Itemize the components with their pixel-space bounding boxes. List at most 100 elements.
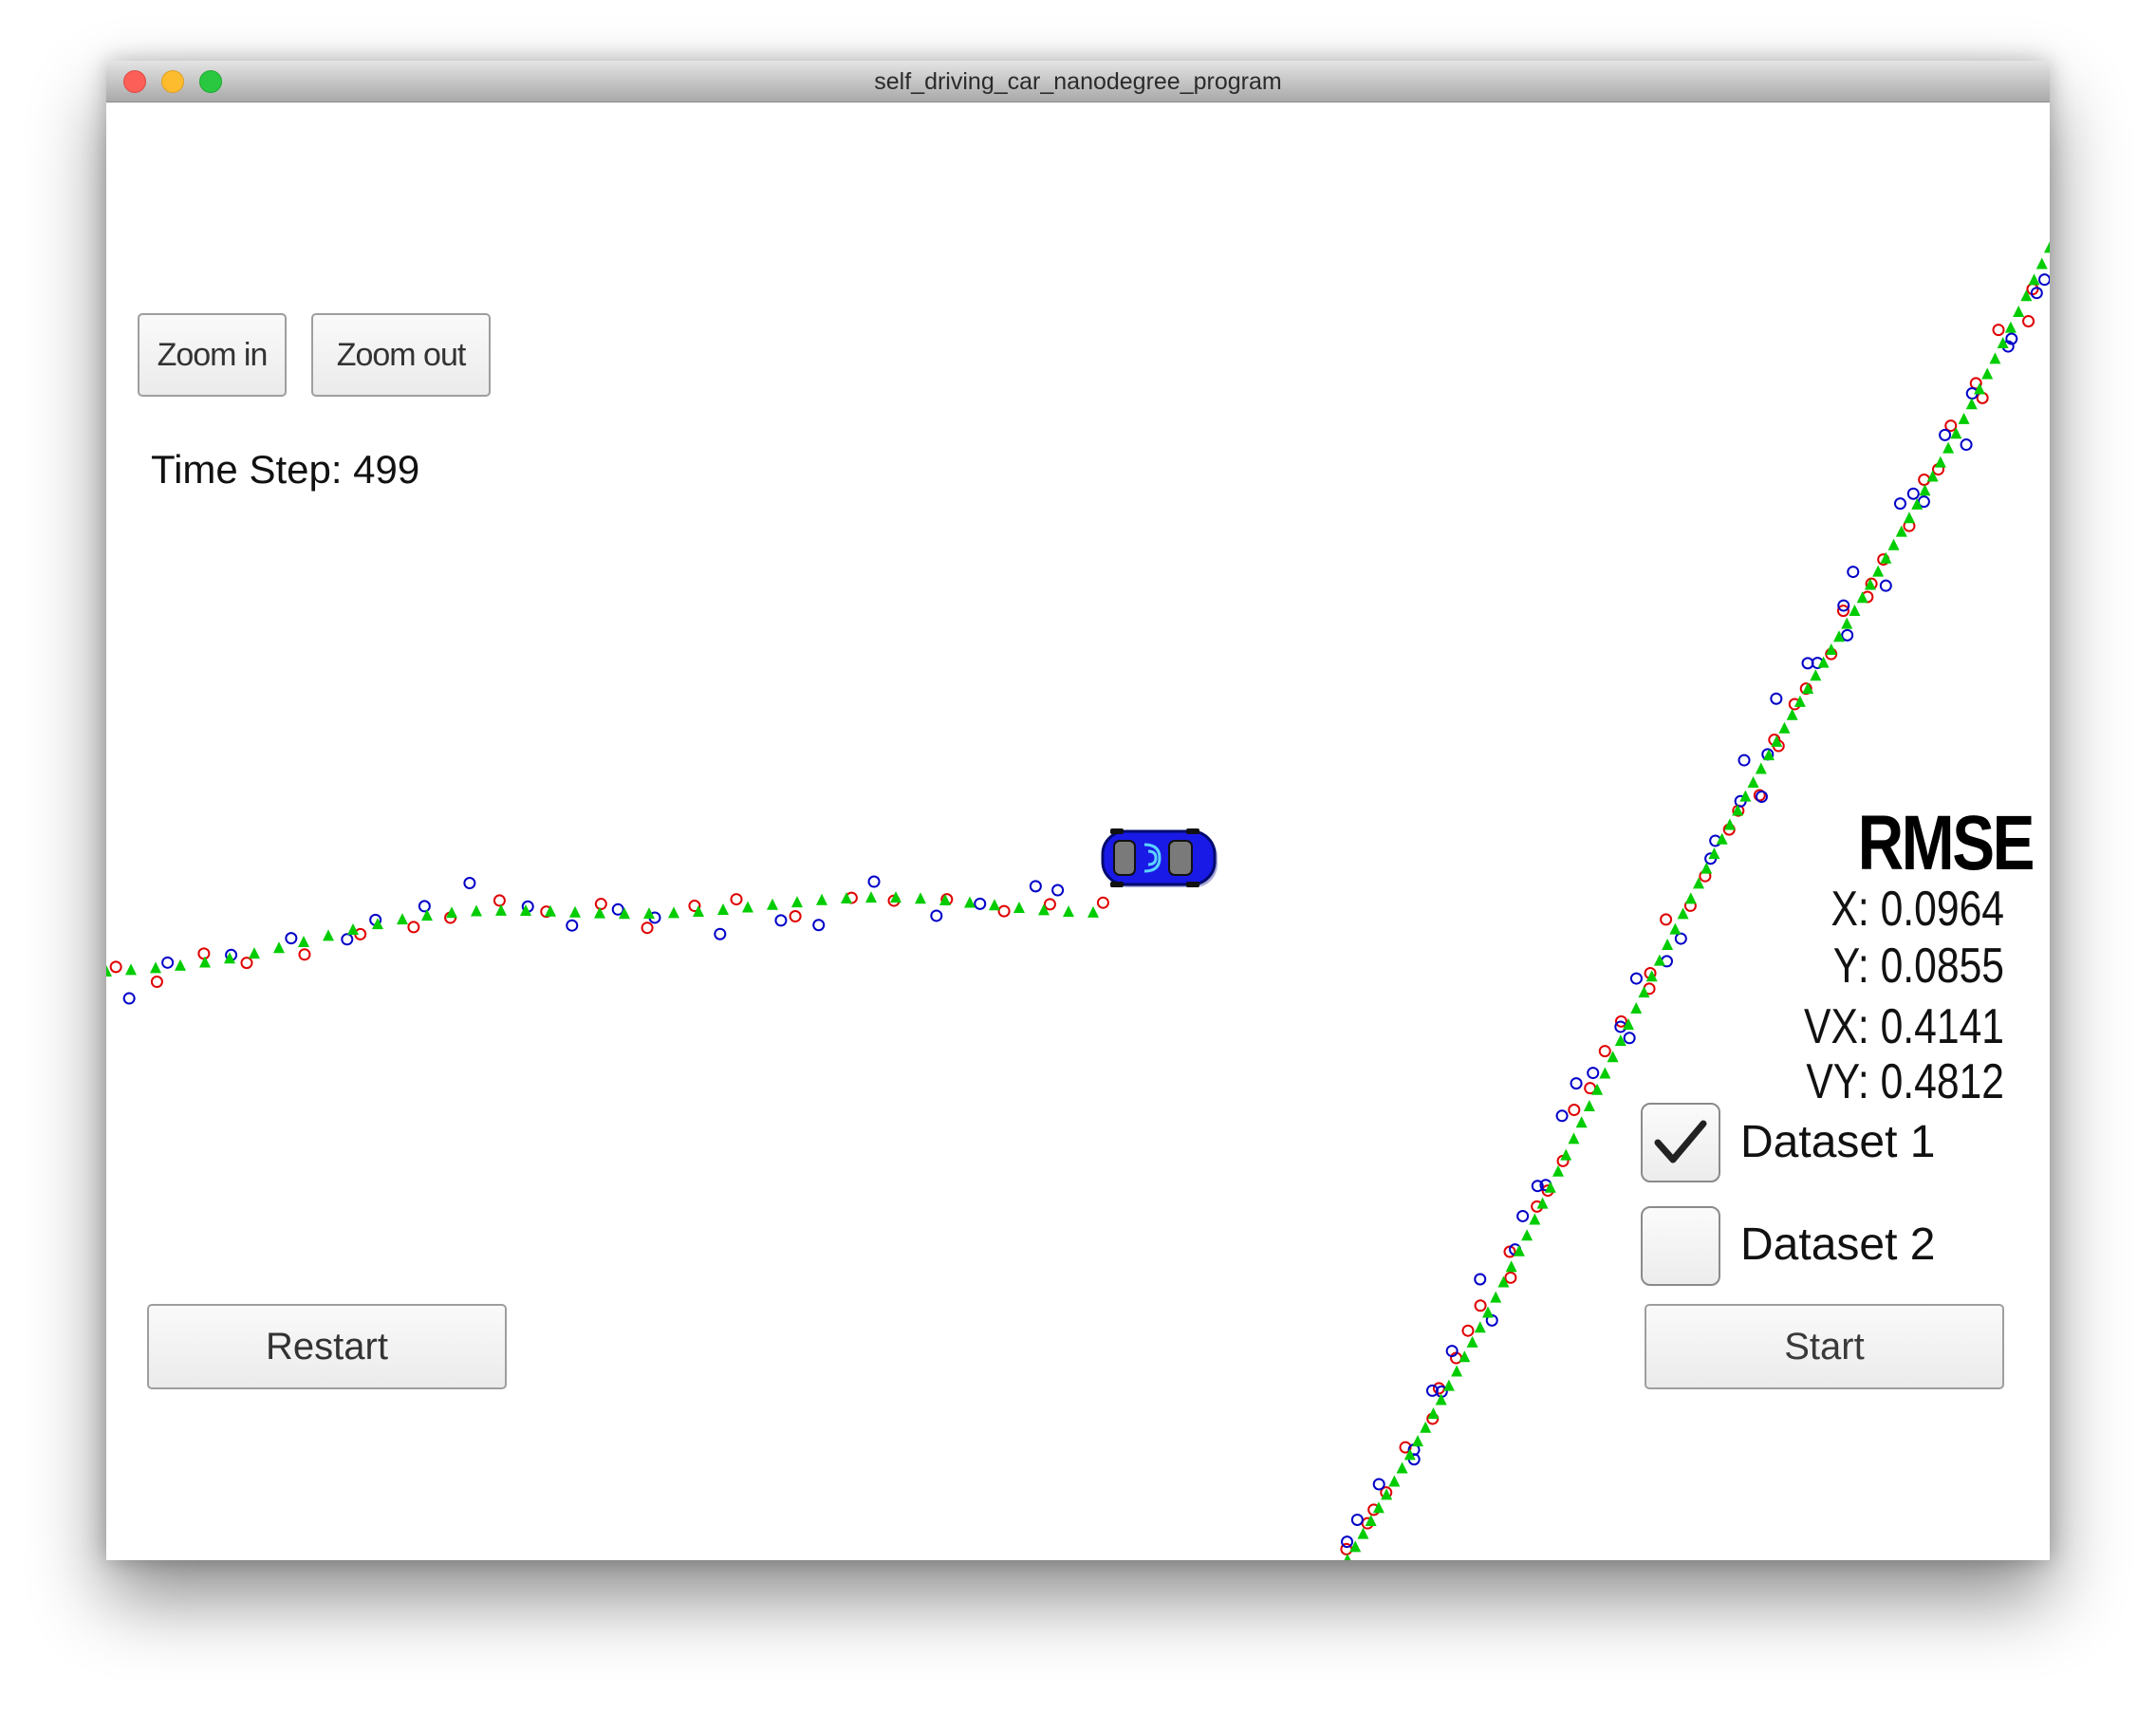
restart-button[interactable]: Restart [147,1304,507,1389]
estimate-marker [1864,578,1876,590]
estimate-marker [1693,877,1704,889]
trajectory-plot [106,241,2050,1560]
estimate-marker [1403,1448,1416,1461]
estimate-marker [1723,818,1736,830]
dataset-1-label[interactable]: Dataset 1 [1740,1117,1936,1167]
estimate-marker [1623,1018,1634,1031]
lidar-marker [1918,473,1931,486]
estimate-marker [1708,847,1720,860]
estimate-marker [1942,441,1955,454]
lidar-marker [997,904,1011,918]
estimate-marker [1926,470,1939,482]
estimate-marker [1974,382,1985,395]
estimate-marker [1344,1554,1351,1560]
dataset-2-checkbox[interactable] [1641,1206,1720,1286]
zoom-out-button[interactable]: Zoom out [311,313,491,397]
estimate-marker [1357,1527,1369,1539]
lidar-marker [1614,1014,1627,1028]
simulator-window: self_driving_car_nanodegree_program Zoom… [106,61,2050,1560]
estimate-marker [1958,412,1970,424]
estimate-marker [1435,1393,1447,1405]
radar-marker [1629,972,1643,985]
estimate-marker [2020,289,2033,302]
estimate-marker [1365,1514,1377,1526]
radar-marker [1960,438,1973,452]
radar-marker [2005,332,2018,345]
window-title: self_driving_car_nanodegree_program [874,68,1282,95]
estimate-marker [1872,565,1885,577]
estimate-marker [2028,273,2040,286]
lidar-marker [1969,377,1982,390]
estimate-marker [1552,1164,1564,1177]
lidar-marker [150,976,163,989]
radar-marker [867,875,881,888]
estimate-marker [1981,367,1994,380]
radar-marker [714,927,727,940]
start-button[interactable]: Start [1645,1304,2004,1389]
estimate-marker [2035,257,2048,270]
lidar-marker [688,900,701,913]
estimate-marker [1817,656,1830,668]
estimate-marker [1934,456,1946,468]
estimate-marker [1349,1540,1362,1553]
estimate-marker [1575,1116,1588,1128]
estimate-marker [1653,954,1665,966]
estimate-marker [1560,1148,1572,1161]
estimate-marker [125,963,137,976]
maximize-window-button[interactable] [199,70,222,93]
radar-marker [930,909,943,922]
estimate-marker [1536,1197,1549,1209]
estimate-marker [1591,1083,1604,1095]
estimate-marker [1763,749,1775,761]
lidar-marker [493,894,506,907]
radar-marker [1445,1345,1459,1358]
estimate-marker [520,904,531,917]
estimate-marker [446,906,457,919]
estimate-marker [1451,1365,1463,1377]
estimate-marker [1739,790,1752,802]
estimate-marker [1412,1435,1423,1447]
close-window-button[interactable] [123,70,146,93]
estimate-marker [915,892,926,904]
lidar-marker [407,921,420,934]
estimate-marker [964,896,976,908]
radar-marker [1531,1180,1544,1193]
estimate-marker [249,947,260,959]
estimate-marker [1544,1181,1556,1193]
lidar-marker [197,947,211,960]
radar-marker [2038,273,2050,287]
dataset-1-checkbox[interactable] [1641,1103,1720,1182]
estimate-marker [1607,1051,1619,1063]
estimate-marker [1442,1379,1455,1391]
radar-marker [341,933,354,946]
minimize-window-button[interactable] [161,70,184,93]
estimate-marker [1381,1488,1393,1500]
radar-marker [566,919,579,932]
lidar-marker [789,910,802,923]
estimate-marker [199,956,211,968]
radar-marker [1906,487,1920,500]
lidar-marker [1474,1299,1487,1312]
radar-marker [122,992,136,1005]
dataset-2-label[interactable]: Dataset 2 [1740,1219,1936,1270]
car-icon [1101,828,1217,887]
estimate-marker [1794,695,1806,707]
estimate-marker [1919,484,1931,496]
estimate-marker [865,891,877,903]
radar-marker [1674,932,1687,945]
radar-marker [1847,566,1860,579]
estimate-marker [273,941,285,954]
rmse-title: RMSE [1857,800,2035,886]
zoom-in-button[interactable]: Zoom in [138,313,287,397]
estimate-marker [545,904,556,917]
estimate-marker [1063,905,1074,918]
estimate-marker [1630,1002,1643,1014]
radar-marker [1372,1478,1385,1491]
estimate-marker [1669,922,1682,935]
estimate-marker [347,923,359,936]
lidar-marker [1399,1441,1412,1454]
estimated-positions [106,241,2050,1560]
estimate-marker [150,961,161,974]
estimate-marker [1895,525,1907,537]
estimate-marker [1856,591,1868,604]
